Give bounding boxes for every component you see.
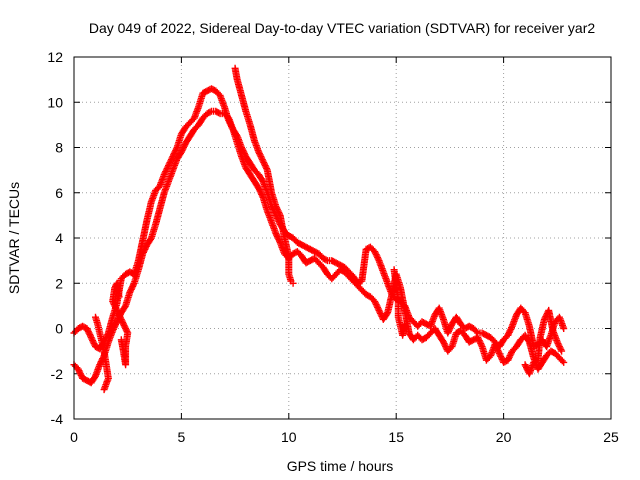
y-tick-label: 2	[55, 275, 63, 291]
x-tick-label: 10	[281, 429, 297, 445]
y-tick-label: -4	[51, 411, 64, 427]
chart-title: Day 049 of 2022, Sidereal Day-to-day VTE…	[89, 20, 595, 36]
series-group	[92, 64, 566, 394]
data-point	[401, 320, 409, 328]
plot-frame	[73, 56, 612, 420]
data-point	[472, 328, 480, 335]
data-point	[255, 150, 263, 157]
data-point	[206, 108, 214, 116]
data-point	[161, 186, 169, 193]
data-point	[148, 196, 156, 204]
y-tick-label: 4	[55, 230, 63, 246]
y-tick-label: -2	[51, 366, 64, 382]
y-tick-label: 10	[47, 94, 63, 110]
data-point	[560, 358, 568, 366]
y-tick-label: 6	[55, 185, 63, 201]
x-tick-label: 25	[603, 429, 619, 445]
data-point	[115, 293, 123, 301]
data-point	[273, 205, 281, 213]
x-axis-label: GPS time / hours	[287, 458, 394, 474]
data-point	[558, 347, 566, 355]
data-point	[558, 357, 566, 365]
x-tick-label: 20	[496, 429, 512, 445]
y-axis-label: SDTVAR / TECUs	[6, 182, 22, 294]
data-point	[289, 279, 297, 287]
x-tick-label: 5	[178, 429, 186, 445]
data-point	[100, 386, 108, 394]
data-point	[172, 145, 180, 153]
y-tick-label: 0	[55, 321, 63, 337]
x-tick-label: 0	[70, 429, 78, 445]
data-point	[560, 325, 568, 332]
x-tick-label: 15	[388, 429, 404, 445]
data-layer	[70, 64, 568, 394]
y-tick-label: 8	[55, 140, 63, 156]
series-group	[70, 85, 568, 353]
data-point	[76, 368, 84, 376]
data-point	[129, 281, 137, 289]
data-point	[104, 376, 112, 384]
data-point	[255, 186, 263, 194]
data-point	[109, 327, 117, 335]
y-tick-label: 12	[47, 49, 63, 65]
tick-layer: 0 5 10 15 20 25 -4 -2 0 2 4 6 8 10 12	[47, 49, 619, 445]
series-group	[70, 107, 568, 387]
data-point	[506, 327, 514, 335]
data-point	[147, 235, 154, 243]
data-point	[215, 109, 223, 117]
